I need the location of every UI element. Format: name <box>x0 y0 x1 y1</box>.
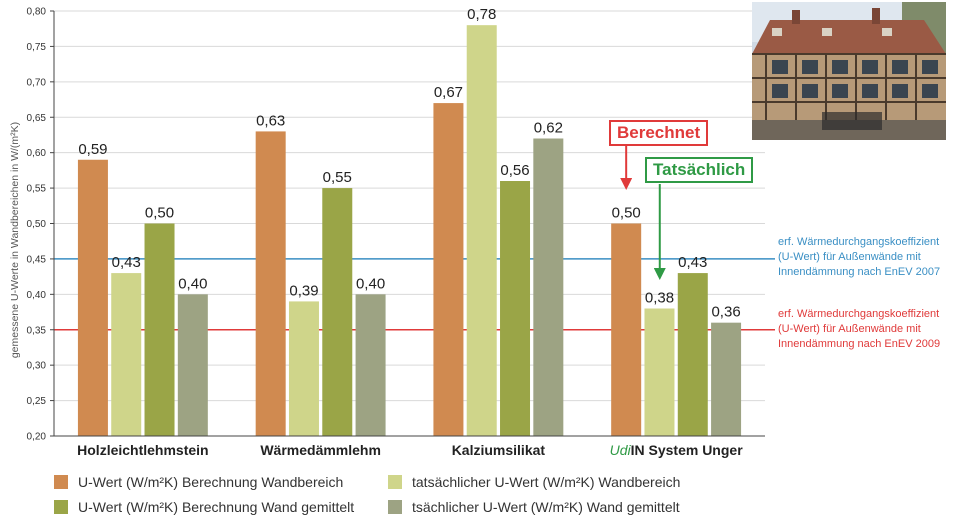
bar <box>500 181 531 436</box>
y-tick-label: 0,75 <box>27 42 47 53</box>
bar <box>288 301 319 436</box>
y-tick-label: 0,70 <box>27 77 47 88</box>
bar-label: 0,40 <box>356 275 385 292</box>
half-timbered-house-photo <box>752 2 946 140</box>
ref-note-2009: erf. Wärmedurchgangskoeffizient (U-Wert)… <box>778 307 940 352</box>
y-tick-label: 0,40 <box>27 290 47 301</box>
bar-label: 0,78 <box>467 6 496 23</box>
y-tick-label: 0,30 <box>27 361 47 372</box>
bar <box>466 25 497 437</box>
x-tick-label-main: Holzleichtlehmstein <box>77 442 208 458</box>
bar-label: 0,38 <box>645 290 674 307</box>
bar <box>433 103 464 436</box>
annotation-arrows <box>620 146 666 280</box>
bar <box>355 294 386 436</box>
bar-label: 0,67 <box>434 84 463 101</box>
bar <box>533 138 564 436</box>
y-tick-label: 0,50 <box>27 219 47 230</box>
legend-label-1: U-Wert (W/m²K) Berechnung Wandbereich <box>78 474 344 490</box>
y-axis-label: gemessene U-Werte in Wandbereichen in W/… <box>9 122 21 358</box>
legend-item-2: tatsächlicher U-Wert (W/m²K) Wandbereich <box>388 474 680 490</box>
x-tick-label: Holzleichtlehmstein <box>77 442 208 458</box>
legend-swatch-3 <box>54 500 68 514</box>
bar <box>611 223 642 436</box>
x-tick-label: UdiIN System Unger <box>610 442 744 458</box>
y-tick-label: 0,80 <box>27 7 47 18</box>
legend-label-4: tsächlicher U-Wert (W/m²K) Wand gemittel… <box>412 499 680 515</box>
bar-label: 0,62 <box>534 120 563 137</box>
x-tick-label: Wärmedämmlehm <box>260 442 381 458</box>
y-tick-label: 0,25 <box>27 396 47 407</box>
bar <box>711 322 742 436</box>
x-tick-label-prefix: Udi <box>610 442 632 458</box>
ref-note-2007-line3: Innendämmung nach EnEV 2007 <box>778 266 941 278</box>
y-tick-label: 0,45 <box>27 254 47 265</box>
bar-chart: 0,59 0,43 0,50 0,40 0,63 0,39 0,55 0,40 0,67 0,78… <box>9 6 775 458</box>
x-tick-label-main: Wärmedämmlehm <box>260 442 381 458</box>
bar-label: 0,36 <box>711 304 740 321</box>
bar-label: 0,43 <box>678 254 707 271</box>
bar <box>677 273 708 436</box>
bar <box>644 308 675 436</box>
bar-label: 0,59 <box>78 141 107 158</box>
bar-label: 0,43 <box>112 254 141 271</box>
legend: U-Wert (W/m²K) Berechnung Wandbereich ta… <box>54 472 954 520</box>
bar-label: 0,55 <box>323 169 352 186</box>
bar <box>77 159 108 436</box>
bar <box>255 131 286 436</box>
ref-note-2009-line2: (U-Wert) für Außenwände mit <box>778 323 921 335</box>
bar <box>322 188 353 436</box>
legend-item-4: tsächlicher U-Wert (W/m²K) Wand gemittel… <box>388 499 680 515</box>
bar-labels: 0,59 0,43 0,50 0,40 0,63 0,39 0,55 0,40 0,67 0,78… <box>78 6 740 321</box>
y-tick-label: 0,55 <box>27 184 47 195</box>
legend-swatch-2 <box>388 475 402 489</box>
bar-label: 0,39 <box>289 282 318 299</box>
bar-label: 0,63 <box>256 112 285 129</box>
y-tick-label: 0,35 <box>27 325 47 336</box>
y-tick-label: 0,60 <box>27 148 47 159</box>
legend-label-2: tatsächlicher U-Wert (W/m²K) Wandbereich <box>412 474 681 490</box>
legend-label-3: U-Wert (W/m²K) Berechnung Wand gemittelt <box>78 499 355 515</box>
x-tick-label: Kalziumsilikat <box>452 442 546 458</box>
bar <box>111 273 142 436</box>
legend-item-3: U-Wert (W/m²K) Berechnung Wand gemittelt <box>54 499 354 515</box>
bars <box>77 25 742 437</box>
legend-item-1: U-Wert (W/m²K) Berechnung Wandbereich <box>54 474 343 490</box>
ref-note-2007: erf. Wärmedurchgangskoeffizient (U-Wert)… <box>778 235 940 280</box>
bar-label: 0,40 <box>178 275 207 292</box>
callout-tatsaechlich: Tatsächlich <box>645 157 754 183</box>
ref-note-2009-line3: Innendämmung nach EnEV 2009 <box>778 338 941 350</box>
ref-note-2007-line2: (U-Wert) für Außenwände mit <box>778 251 921 263</box>
bar-label: 0,50 <box>145 205 174 222</box>
bar <box>144 223 175 436</box>
ref-note-2009-line1: erf. Wärmedurchgangskoeffizient <box>778 308 940 320</box>
x-axis: Holzleichtlehmstein Wärmedämmlehm Kalziums… <box>77 442 743 458</box>
legend-swatch-1 <box>54 475 68 489</box>
bar-label: 0,50 <box>612 205 641 222</box>
x-tick-label-main: Kalziumsilikat <box>452 442 546 458</box>
bar <box>177 294 208 436</box>
y-tick-label: 0,20 <box>27 432 47 443</box>
ref-note-2007-line1: erf. Wärmedurchgangskoeffizient <box>778 236 940 248</box>
y-tick-label: 0,65 <box>27 113 47 124</box>
bar-label: 0,56 <box>500 162 529 179</box>
callout-berechnet: Berechnet <box>609 120 709 146</box>
y-axis: 0,20 0,25 0,30 0,35 0,40 0,45 0,50 0,55 0,60 0,65… <box>27 7 765 443</box>
x-tick-label-main: IN System Unger <box>631 442 744 458</box>
legend-swatch-4 <box>388 500 402 514</box>
